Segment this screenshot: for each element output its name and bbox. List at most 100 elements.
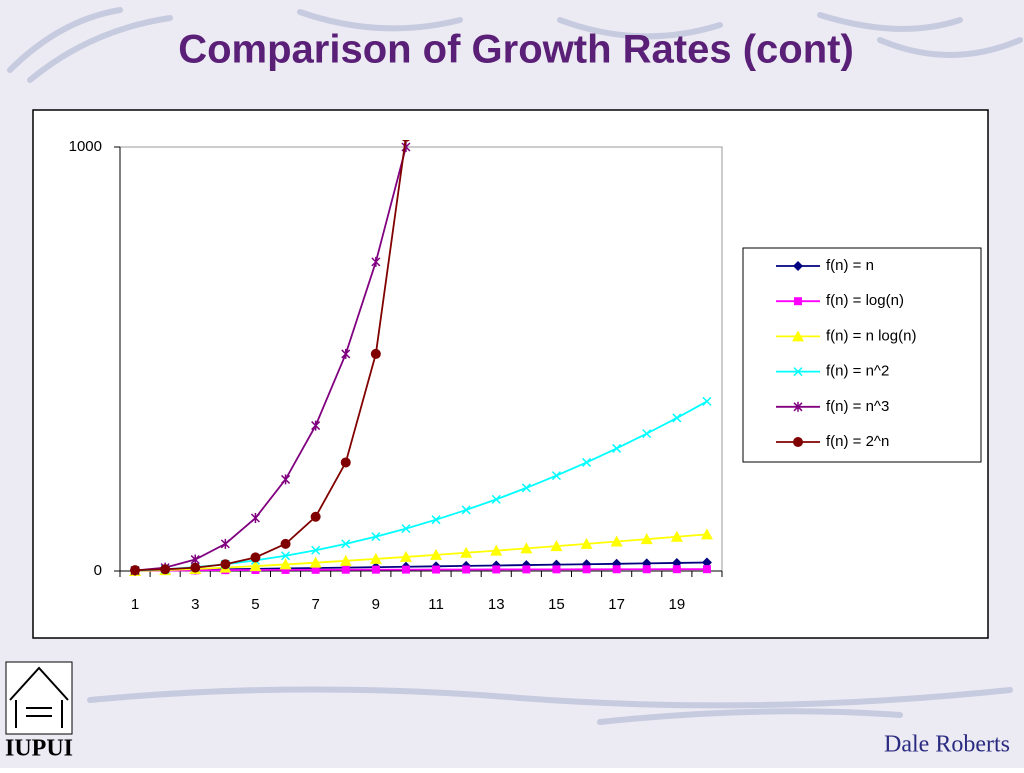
- legend-label: f(n) = log(n): [826, 292, 904, 309]
- legend: [742, 247, 982, 463]
- marker: [311, 545, 321, 555]
- marker: [311, 420, 321, 431]
- marker: [310, 511, 321, 522]
- series-line: [135, 533, 708, 572]
- marker: [249, 560, 262, 572]
- marker: [612, 443, 622, 453]
- x-tick-label: 15: [548, 596, 565, 613]
- marker: [250, 552, 261, 563]
- marker: [551, 471, 561, 481]
- marker: [520, 542, 533, 554]
- marker: [552, 565, 561, 574]
- marker: [700, 528, 713, 540]
- legend-label: f(n) = n log(n): [826, 327, 916, 344]
- marker: [160, 564, 171, 575]
- marker: [610, 535, 623, 547]
- logo: IUPUI: [5, 661, 73, 762]
- marker: [341, 539, 351, 549]
- marker: [370, 348, 381, 359]
- x-tick-label: 5: [251, 596, 259, 613]
- marker: [793, 367, 803, 377]
- marker: [220, 559, 231, 570]
- marker: [401, 524, 411, 534]
- marker: [279, 558, 292, 570]
- marker: [432, 565, 441, 574]
- marker: [402, 140, 410, 142]
- marker: [399, 550, 412, 562]
- marker: [793, 401, 803, 412]
- marker: [793, 437, 803, 447]
- marker: [642, 565, 651, 574]
- marker: [640, 533, 653, 545]
- marker: [521, 483, 531, 493]
- marker: [369, 552, 382, 564]
- marker: [522, 565, 531, 574]
- series-line: [134, 146, 407, 572]
- x-tick-label: 1: [131, 596, 139, 613]
- marker: [461, 505, 471, 515]
- marker: [340, 457, 351, 468]
- marker: [371, 532, 381, 542]
- author: Dale Roberts: [884, 732, 1010, 758]
- x-tick-label: 17: [608, 596, 625, 613]
- marker: [702, 396, 712, 406]
- marker: [793, 261, 803, 271]
- legend-label: f(n) = n^2: [826, 363, 889, 380]
- marker: [431, 515, 441, 525]
- marker: [190, 562, 201, 573]
- x-tick-label: 9: [372, 596, 380, 613]
- y-tick-label: 1000: [69, 138, 102, 155]
- decoration: [7, 7, 1023, 725]
- plot: [129, 140, 713, 576]
- marker: [309, 556, 322, 568]
- marker: [341, 348, 351, 359]
- marker: [672, 565, 681, 574]
- marker: [371, 256, 381, 267]
- marker: [339, 554, 352, 566]
- marker: [670, 530, 683, 542]
- marker: [311, 565, 320, 574]
- marker: [220, 538, 230, 549]
- x-tick-label: 19: [669, 596, 686, 613]
- logo-text: IUPUI: [5, 736, 73, 762]
- marker: [792, 330, 804, 342]
- series-line: [135, 568, 707, 572]
- marker: [642, 429, 652, 439]
- marker: [130, 565, 141, 576]
- legend-label: f(n) = 2^n: [826, 433, 889, 450]
- marker: [462, 565, 471, 574]
- marker: [281, 551, 291, 561]
- marker: [250, 513, 260, 523]
- x-tick-label: 13: [488, 596, 505, 613]
- marker: [580, 537, 593, 549]
- y-tick-label: 0: [94, 562, 102, 579]
- series-line: [135, 140, 407, 572]
- marker: [460, 546, 473, 558]
- marker: [280, 538, 291, 549]
- marker: [430, 548, 443, 560]
- x-tick-label: 7: [311, 596, 319, 613]
- marker: [492, 565, 501, 574]
- x-tick-label: 3: [191, 596, 199, 613]
- marker: [281, 474, 291, 485]
- marker: [672, 413, 682, 423]
- legend-label: f(n) = n^3: [826, 398, 889, 415]
- marker: [701, 557, 712, 568]
- legend-label: f(n) = n: [826, 257, 874, 274]
- marker: [371, 565, 380, 574]
- slide-title: Comparison of Growth Rates (cont): [178, 28, 854, 72]
- marker: [401, 565, 410, 574]
- marker: [550, 540, 563, 552]
- plot-area: [119, 146, 723, 572]
- marker: [612, 565, 621, 574]
- marker: [582, 457, 592, 467]
- marker: [490, 544, 503, 556]
- x-tick-label: 11: [428, 596, 444, 613]
- marker: [341, 565, 350, 574]
- marker: [582, 565, 591, 574]
- marker: [794, 297, 802, 306]
- marker: [491, 494, 501, 504]
- marker: [702, 565, 711, 574]
